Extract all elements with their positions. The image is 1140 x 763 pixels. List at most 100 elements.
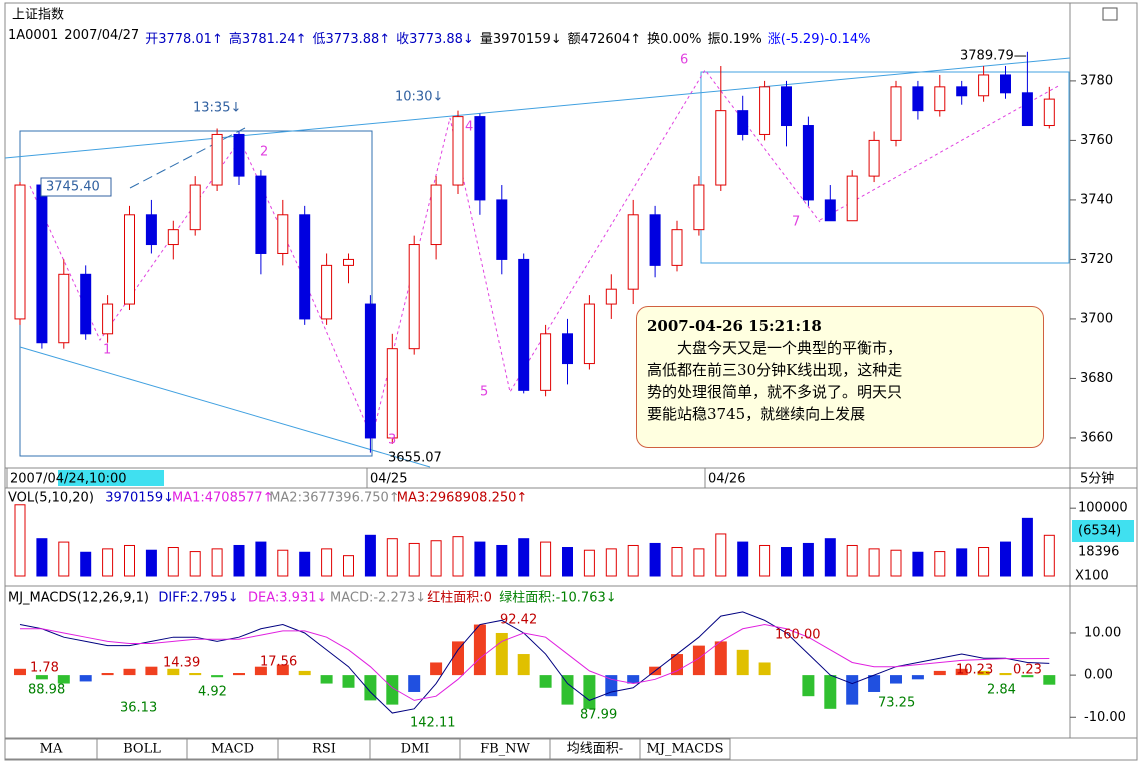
volume-bar (1043, 534, 1055, 577)
annotation: 3789.79— (960, 49, 1027, 64)
legend-entry: 绿柱面积:-10.763↓ (499, 591, 616, 606)
note-line: 大盘今天又是一个典型的平衡市， (677, 339, 903, 357)
trend-line (129, 127, 246, 189)
tab-label[interactable]: MACD (211, 742, 254, 757)
annotation: 10:30↓ (395, 90, 443, 105)
y-tick-label: -10.00 (1084, 710, 1126, 725)
annotation: 36.13 (120, 701, 157, 716)
volume-bar (868, 548, 880, 577)
volume-bar (321, 548, 333, 577)
candle-body (430, 184, 442, 246)
tab-label[interactable]: RSI (312, 742, 336, 757)
volume-bar (540, 541, 552, 577)
info-field: 开3778.01↑ (145, 32, 223, 47)
window-icon[interactable] (1102, 7, 1118, 21)
candle-body (715, 110, 727, 186)
tab-label[interactable]: DMI (401, 742, 430, 757)
macd-bar (846, 675, 859, 705)
macd-bar (430, 662, 443, 676)
macd-bar (254, 666, 267, 676)
info-field: 换0.00% (647, 32, 702, 47)
candle-body (321, 264, 333, 320)
legend-entry: MA1:4708577↑ (172, 491, 274, 506)
macd-bar (189, 673, 202, 676)
volume-bar (978, 547, 990, 577)
volume-bar (824, 538, 836, 577)
volume-bar (693, 548, 705, 577)
note-line: 势的处理很简单，就不多说了。明天只 (647, 383, 903, 401)
annotation: 7 (792, 215, 800, 230)
annotation: 2.84 (987, 683, 1016, 698)
macd-bar (298, 670, 311, 676)
volume-bar (145, 549, 157, 577)
tab-label[interactable]: BOLL (123, 742, 161, 757)
candle-body (649, 214, 661, 266)
macd-bar (1043, 675, 1056, 685)
candle-body (781, 86, 792, 127)
volume-bar (80, 551, 92, 577)
indicator-line (19, 611, 1050, 714)
candle-body (189, 184, 201, 231)
volume-bar (430, 540, 442, 577)
volume-bar (934, 551, 946, 577)
macd-bar (868, 675, 881, 692)
candle-body (912, 86, 924, 112)
tab-label[interactable]: MJ_MACDS (647, 742, 724, 757)
annotation: 5 (480, 385, 488, 400)
price-box (40, 177, 112, 197)
info-line: 1A0001 2007/04/27 开3778.01↑ 高3781.24↑ 低3773.… (8, 28, 871, 47)
y-tick-label: 3680 (1080, 371, 1113, 386)
annotation: 160.00 (775, 628, 821, 643)
macd-bar (14, 668, 26, 676)
macd-bar (342, 675, 355, 688)
macd-bar (79, 675, 92, 682)
volume-bar (167, 547, 179, 577)
candle-body (386, 348, 398, 439)
y-tick-label: 3760 (1080, 133, 1113, 148)
tab[interactable] (639, 738, 731, 760)
volume-bar (715, 533, 727, 577)
candle-body (299, 214, 311, 320)
candle-body (1000, 74, 1011, 94)
candle-body (233, 133, 245, 177)
macd-bar (35, 675, 48, 680)
volume-bar (671, 547, 683, 577)
candle-body (978, 74, 990, 97)
macd-bar (605, 675, 618, 697)
candle-body (671, 229, 683, 266)
candle-body (167, 229, 179, 246)
x-tick-label: 04/26 (708, 472, 745, 487)
macd-bar (933, 670, 946, 676)
candle-body (14, 184, 26, 320)
annotation: 13:35↓ (193, 101, 241, 116)
tab-label[interactable]: FB_NW (480, 742, 530, 757)
annotation: 17.56 (260, 655, 297, 670)
volume-bar (846, 544, 858, 577)
volume-bar (605, 548, 617, 577)
volume-bar (255, 541, 267, 577)
macd-bar (977, 670, 990, 676)
candle-body (627, 214, 639, 290)
volume-bar (583, 549, 595, 577)
annotation: 4 (465, 120, 473, 135)
legend-entry: MA3:2968908.250↑ (397, 491, 528, 506)
volume-bar (408, 542, 420, 577)
tab-label[interactable]: 均线面积- (567, 742, 623, 757)
macd-bar (167, 668, 180, 676)
candle-body (124, 214, 135, 305)
info-field: 收3773.88↓ (396, 32, 474, 47)
tab-label[interactable]: MA (40, 742, 63, 757)
volume-bar (1000, 541, 1011, 577)
macd-bar (627, 675, 640, 684)
volume-bar (649, 542, 661, 577)
candle-body (824, 199, 836, 222)
candle-body (890, 86, 902, 141)
volume-bar (890, 549, 902, 577)
y-tick-label: 3700 (1080, 311, 1113, 326)
volume-bar (627, 544, 639, 577)
volume-bar (452, 536, 464, 577)
volume-bar (233, 544, 245, 577)
candle-body (868, 139, 880, 177)
macd-bar (758, 662, 771, 676)
